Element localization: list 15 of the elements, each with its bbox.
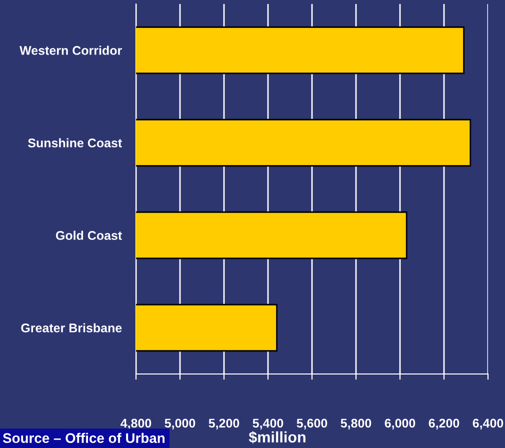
y-tick-label: Greater Brisbane (21, 323, 122, 332)
x-tick-label: 6,200 (428, 418, 460, 430)
x-tick-label: 4,800 (120, 418, 152, 430)
x-tick-label: 6,400 (472, 418, 504, 430)
y-tick-label: Western Corridor (20, 46, 122, 55)
x-tick-label: 6,000 (384, 418, 416, 430)
x-tick-label: 5,400 (252, 418, 284, 430)
x-axis-title: $million (248, 431, 306, 444)
x-tick-label: 5,000 (164, 418, 196, 430)
y-tick-label: Gold Coast (56, 230, 122, 240)
x-tick-label: 5,200 (208, 418, 240, 430)
source-note: Source – Office of Urban (2, 432, 165, 444)
x-tick-label: 5,600 (296, 418, 328, 430)
y-tick-label: Sunshine Coast (28, 138, 122, 148)
x-tick-label: 5,800 (340, 418, 372, 430)
